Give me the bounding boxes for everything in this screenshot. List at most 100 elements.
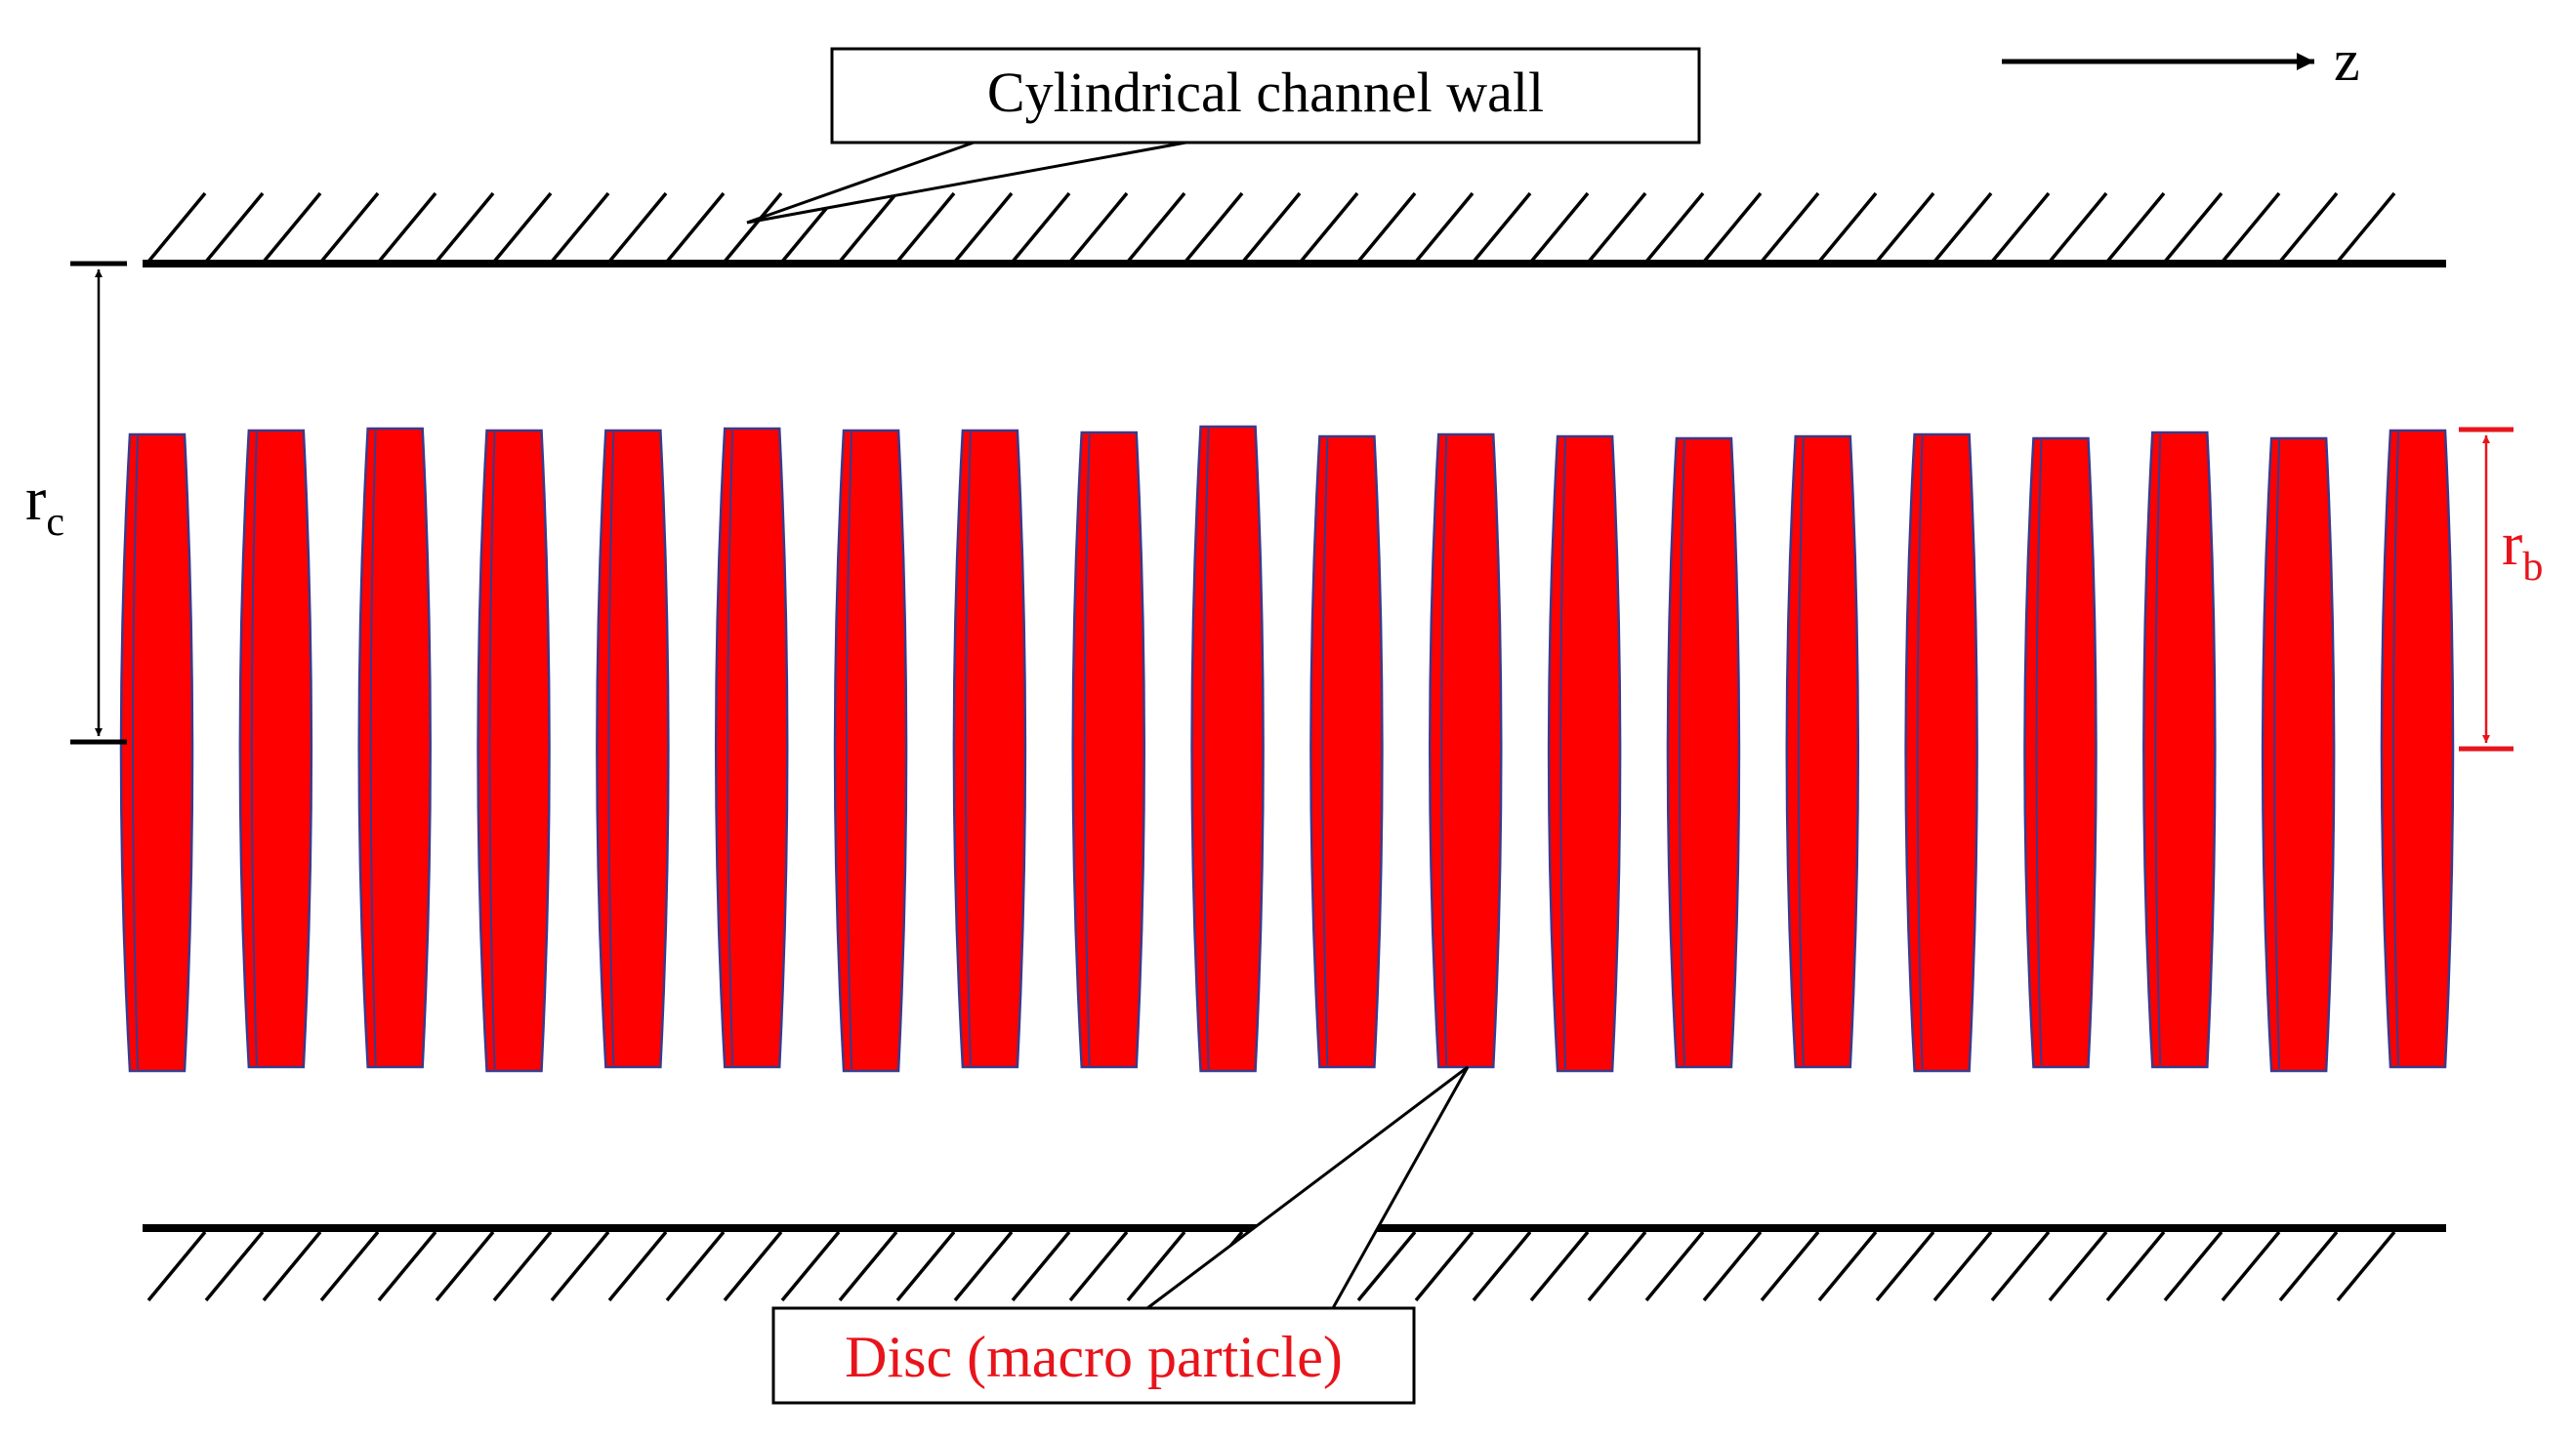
disc-body	[1309, 434, 1384, 1069]
hatch-line	[1760, 1230, 1820, 1302]
disc-body	[1429, 432, 1503, 1069]
hatch-line	[1011, 191, 1071, 264]
hatch-line	[723, 1230, 783, 1302]
hatch-line	[319, 1230, 380, 1302]
disc-face-edge	[2273, 439, 2281, 1070]
hatch-line	[2221, 191, 2281, 264]
disc	[2380, 429, 2455, 1069]
disc-body	[596, 429, 670, 1069]
hatch-line	[2163, 1230, 2223, 1302]
hatch-line	[1356, 191, 1417, 264]
disc-body	[833, 429, 908, 1073]
hatch-line	[435, 1230, 495, 1302]
disc-callout-pointer	[1146, 1065, 1470, 1310]
disc-body	[357, 427, 432, 1069]
disc	[1429, 432, 1503, 1069]
hatch-line	[1990, 1230, 2051, 1302]
hatch-line	[1126, 191, 1186, 264]
disc	[1904, 432, 1978, 1073]
disc	[477, 429, 551, 1073]
hatch-line	[2048, 1230, 2108, 1302]
hatch-line	[1126, 1230, 1186, 1302]
hatch-line	[2105, 191, 2166, 264]
hatch-line	[780, 1230, 841, 1302]
hatch-line	[953, 191, 1014, 264]
wall-callout-box	[830, 47, 1701, 144]
disc-face-edge	[846, 431, 853, 1070]
hatch-line	[1644, 1230, 1705, 1302]
disc-face-edge	[1440, 435, 1448, 1066]
hatch-line	[1875, 191, 1935, 264]
disc	[596, 429, 670, 1069]
wall-callout-label: Cylindrical channel wall	[987, 61, 1544, 124]
disc-face-edge	[1321, 437, 1329, 1066]
hatch-line	[1932, 191, 1993, 264]
hatch-line	[1414, 1230, 1475, 1302]
disc-row	[119, 425, 2455, 1073]
hatch-line	[1702, 191, 1763, 264]
disc-body	[119, 432, 194, 1073]
disc-face-edge	[1678, 439, 1685, 1066]
disc	[357, 427, 432, 1069]
disc	[714, 427, 789, 1069]
beam-radius-marker: rb	[2459, 427, 2543, 752]
hatch-line	[1472, 1230, 1532, 1302]
hatch-line	[550, 191, 610, 264]
disc-face-edge	[1202, 428, 1210, 1070]
hatch-line	[607, 1230, 668, 1302]
hatch-line	[1184, 191, 1244, 264]
hatch-line	[262, 191, 322, 264]
disc-face-edge	[132, 435, 139, 1070]
hatch-line	[1817, 191, 1878, 264]
hatch-line	[492, 1230, 553, 1302]
disc-body	[477, 429, 551, 1073]
hatch-line	[1760, 191, 1820, 264]
disc-face-edge	[2035, 439, 2043, 1066]
hatch-line	[377, 191, 437, 264]
disc	[1190, 425, 1265, 1073]
axis-direction: z	[2002, 28, 2360, 93]
hatch-line	[1529, 191, 1590, 264]
hatch-line	[492, 191, 553, 264]
disc-face-edge	[1559, 437, 1567, 1070]
hatch-line	[1932, 1230, 1993, 1302]
disc	[952, 429, 1027, 1069]
disc	[2142, 431, 2217, 1069]
hatch-line	[895, 191, 956, 264]
hatch-line	[2048, 191, 2108, 264]
disc-body	[1190, 425, 1265, 1073]
hatch-line	[2221, 1230, 2281, 1302]
hatch-line	[1299, 191, 1359, 264]
disc	[1071, 431, 1145, 1069]
hatch-line	[1068, 191, 1129, 264]
disc	[1547, 434, 1622, 1073]
rb-label: rb	[2502, 509, 2543, 590]
disc-body	[2380, 429, 2455, 1069]
hatch-line	[665, 191, 726, 264]
hatch-line	[2336, 191, 2396, 264]
hatch-line	[262, 1230, 322, 1302]
disc-body	[714, 427, 789, 1069]
channel-radius-marker: rc	[25, 261, 127, 745]
wall-callout-pointer	[746, 140, 1192, 225]
hatch-line	[895, 1230, 956, 1302]
disc	[1666, 436, 1741, 1069]
hatch-line	[1644, 191, 1705, 264]
hatch-line	[1702, 1230, 1763, 1302]
disc-face-edge	[250, 431, 258, 1066]
hatch-line	[146, 191, 207, 264]
top-channel-wall	[143, 191, 2446, 267]
hatch-line	[1011, 1230, 1071, 1302]
disc-body	[2261, 436, 2336, 1073]
hatch-line	[204, 1230, 265, 1302]
disc-body	[2142, 431, 2217, 1069]
disc-face-edge	[2154, 433, 2162, 1066]
hatch-line	[2105, 1230, 2166, 1302]
disc-body	[1785, 434, 1860, 1069]
disc	[833, 429, 908, 1073]
hatch-line	[1817, 1230, 1878, 1302]
hatch-line	[550, 1230, 610, 1302]
hatch-line	[204, 191, 265, 264]
disc-face-edge	[727, 430, 734, 1066]
disc-body	[1547, 434, 1622, 1073]
